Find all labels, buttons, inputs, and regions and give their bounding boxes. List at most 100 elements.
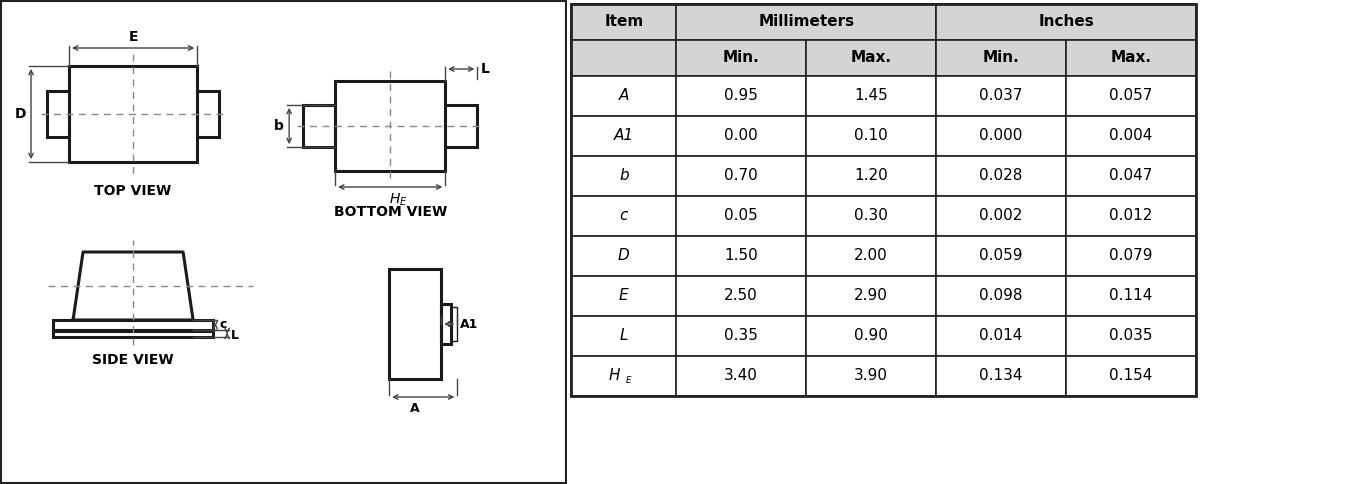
Text: L: L	[480, 62, 489, 76]
Bar	[571, 196, 677, 236]
Bar	[807, 356, 936, 396]
Bar	[571, 316, 677, 356]
Text: A1: A1	[461, 318, 478, 331]
Bar	[936, 356, 1066, 396]
Bar	[807, 236, 936, 276]
Text: 0.037: 0.037	[979, 89, 1023, 104]
Text: b: b	[619, 168, 629, 183]
Bar	[936, 196, 1066, 236]
Text: D: D	[618, 248, 630, 263]
Text: c: c	[619, 209, 627, 224]
Text: 0.014: 0.014	[979, 329, 1023, 344]
Bar	[677, 116, 807, 156]
Text: L: L	[619, 329, 627, 344]
Bar	[197, 91, 219, 137]
Bar	[571, 4, 677, 40]
Text: 0.70: 0.70	[725, 168, 759, 183]
Bar	[1066, 356, 1196, 396]
Text: 0.047: 0.047	[1110, 168, 1152, 183]
Bar	[571, 236, 677, 276]
Bar	[936, 76, 1066, 116]
Text: 0.012: 0.012	[1110, 209, 1152, 224]
Text: 1.45: 1.45	[854, 89, 889, 104]
Bar	[571, 116, 677, 156]
Bar	[807, 156, 936, 196]
Bar	[571, 276, 677, 316]
Bar	[1066, 316, 1196, 356]
Bar	[451, 307, 457, 341]
Bar	[677, 40, 807, 76]
Text: 0.079: 0.079	[1110, 248, 1152, 263]
Text: Max.: Max.	[1110, 50, 1151, 65]
Bar	[46, 91, 70, 137]
Bar	[677, 4, 936, 40]
Bar	[1066, 276, 1196, 316]
Text: A: A	[619, 89, 629, 104]
Bar	[936, 236, 1066, 276]
Bar	[70, 66, 197, 162]
Text: 0.95: 0.95	[725, 89, 759, 104]
Bar	[1066, 156, 1196, 196]
Bar	[936, 316, 1066, 356]
Bar	[807, 116, 936, 156]
Text: 0.035: 0.035	[1110, 329, 1152, 344]
Text: 0.004: 0.004	[1110, 128, 1152, 143]
Text: L: L	[231, 329, 239, 342]
Bar	[442, 304, 451, 344]
Text: $H$: $H$	[608, 367, 621, 383]
Text: E: E	[619, 288, 629, 303]
Text: TOP VIEW: TOP VIEW	[94, 184, 172, 198]
Bar	[936, 116, 1066, 156]
Bar	[677, 316, 807, 356]
Bar	[677, 196, 807, 236]
Text: 0.154: 0.154	[1110, 368, 1152, 383]
Text: 0.057: 0.057	[1110, 89, 1152, 104]
Bar	[571, 156, 677, 196]
Text: 0.002: 0.002	[979, 209, 1023, 224]
Bar	[677, 76, 807, 116]
Text: Min.: Min.	[983, 50, 1020, 65]
Bar	[936, 4, 1196, 40]
Text: 0.05: 0.05	[725, 209, 759, 224]
Text: 0.059: 0.059	[979, 248, 1023, 263]
Text: 0.134: 0.134	[979, 368, 1023, 383]
Bar	[571, 40, 677, 76]
Text: A: A	[410, 402, 420, 415]
Text: E: E	[128, 30, 138, 44]
Bar	[335, 81, 446, 171]
Bar	[571, 76, 677, 116]
Text: $_E$: $_E$	[625, 373, 633, 385]
Bar	[936, 40, 1066, 76]
Text: A1: A1	[614, 128, 634, 143]
Bar	[571, 356, 677, 396]
Bar	[1066, 116, 1196, 156]
Text: SIDE VIEW: SIDE VIEW	[92, 353, 174, 367]
Bar	[53, 320, 213, 330]
Bar	[677, 236, 807, 276]
Text: 3.40: 3.40	[725, 368, 759, 383]
Bar	[677, 276, 807, 316]
Bar	[807, 276, 936, 316]
Bar	[1066, 40, 1196, 76]
Text: 0.098: 0.098	[979, 288, 1023, 303]
Text: 0.028: 0.028	[979, 168, 1023, 183]
Bar	[1066, 236, 1196, 276]
Text: c: c	[219, 318, 227, 332]
Text: 1.50: 1.50	[725, 248, 759, 263]
Text: Millimeters: Millimeters	[759, 15, 854, 30]
Bar	[807, 40, 936, 76]
Bar	[571, 4, 1196, 396]
Bar	[53, 331, 213, 337]
Text: b: b	[275, 119, 284, 133]
Text: 0.000: 0.000	[979, 128, 1023, 143]
Bar	[1066, 76, 1196, 116]
Bar	[936, 156, 1066, 196]
Text: 0.35: 0.35	[725, 329, 759, 344]
Text: 0.90: 0.90	[854, 329, 889, 344]
Bar	[807, 76, 936, 116]
Text: 2.90: 2.90	[854, 288, 889, 303]
Text: BOTTOM VIEW: BOTTOM VIEW	[334, 205, 447, 219]
Text: $H_E$: $H_E$	[390, 192, 407, 209]
Bar	[446, 105, 477, 147]
Text: Item: Item	[604, 15, 644, 30]
